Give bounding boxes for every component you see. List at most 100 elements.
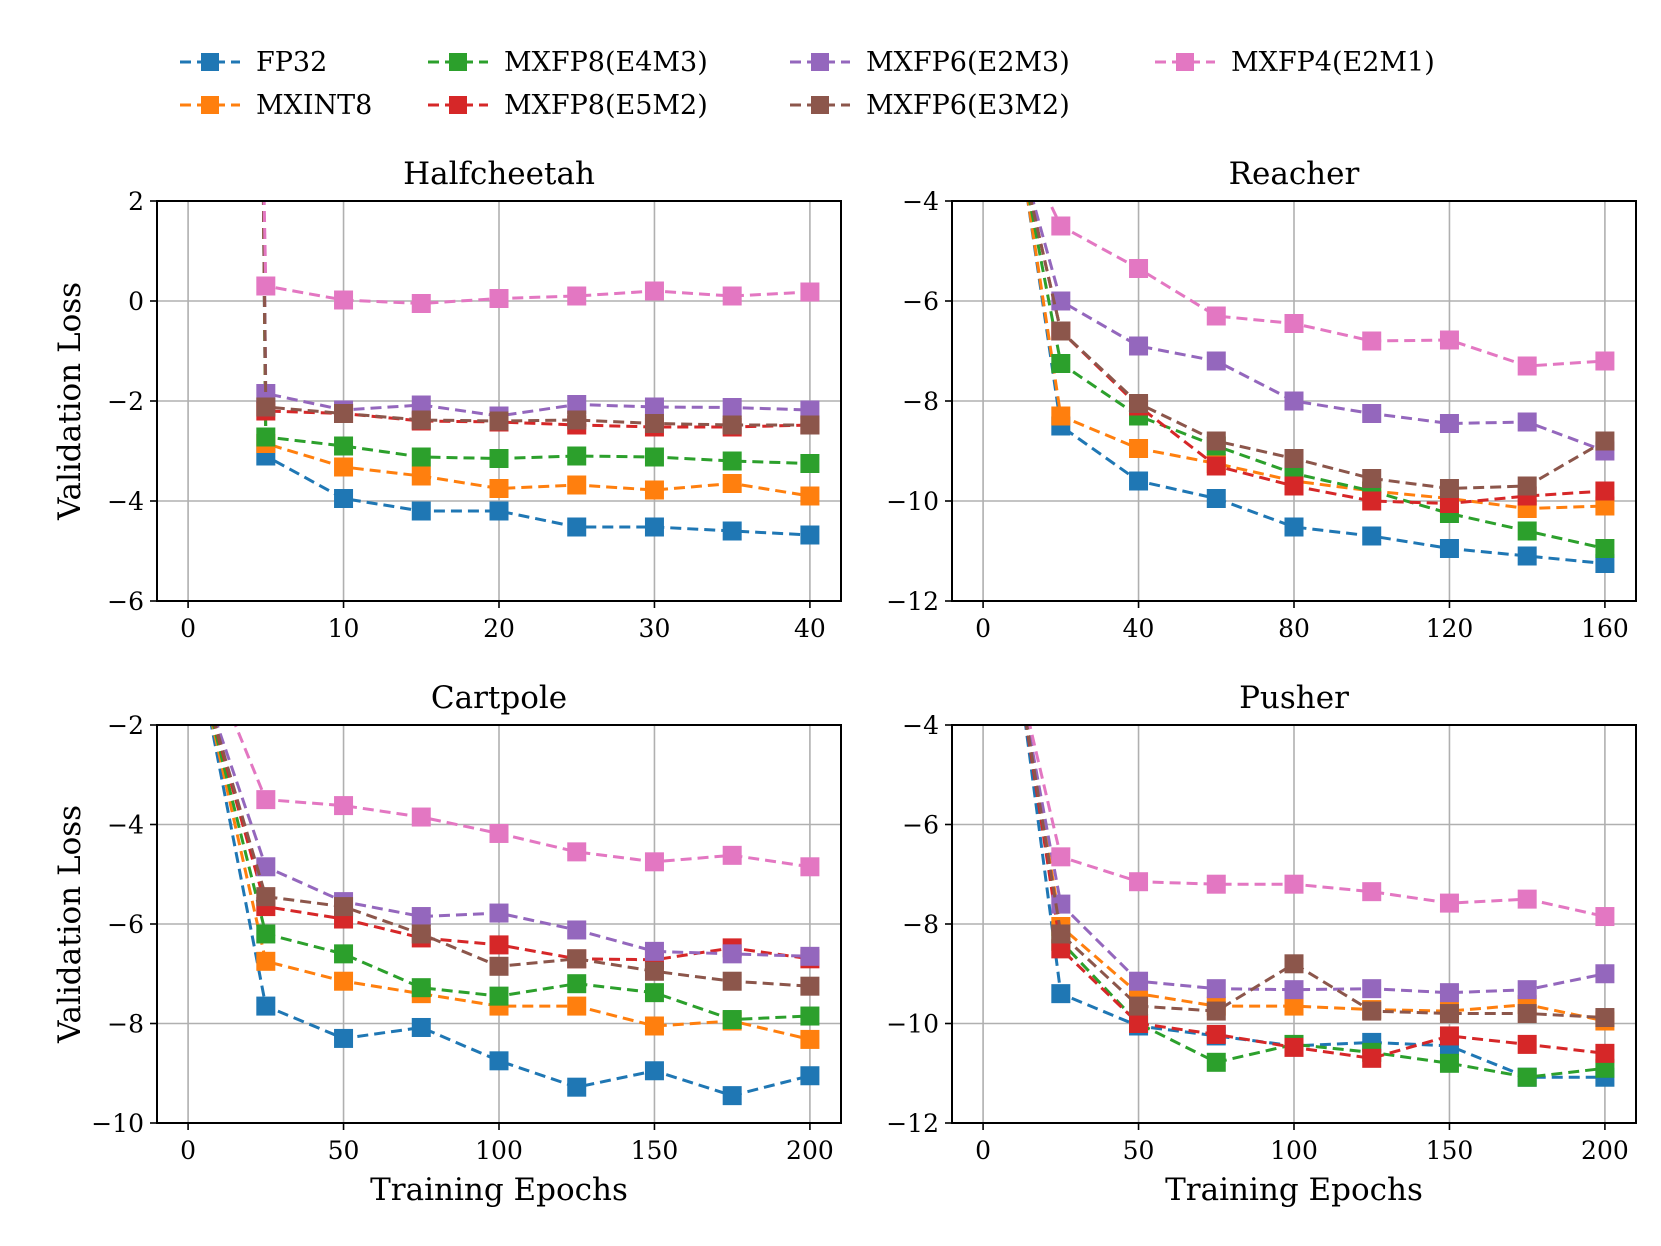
data-point-mxfp4 bbox=[1206, 306, 1226, 326]
data-point-e3m2 bbox=[644, 961, 664, 981]
data-point-mxfp4 bbox=[567, 842, 587, 862]
data-point-e3m2 bbox=[411, 410, 431, 430]
data-point-e2m3 bbox=[722, 944, 742, 964]
data-point-e2m3 bbox=[1439, 414, 1459, 433]
data-point-fp32 bbox=[1439, 539, 1459, 558]
data-point-e3m2 bbox=[644, 414, 664, 433]
data-point-e2m3 bbox=[411, 395, 431, 415]
data-point-e3m2 bbox=[256, 887, 276, 907]
data-point-e2m3 bbox=[1439, 983, 1459, 1003]
data-point-e3m2 bbox=[1284, 954, 1304, 974]
data-point-e3m2 bbox=[1439, 479, 1459, 498]
data-point-e2m3 bbox=[800, 946, 820, 966]
series-line-fp32 bbox=[261, 201, 810, 537]
data-point-e3m2 bbox=[1129, 394, 1149, 413]
data-point-e3m2 bbox=[1517, 476, 1537, 496]
data-point-fp32 bbox=[800, 525, 820, 545]
data-point-mxint8 bbox=[1129, 439, 1149, 458]
x-axis-label: Training Epochs bbox=[1165, 1172, 1423, 1208]
data-point-e2m3 bbox=[1206, 979, 1226, 999]
data-point-e4m3 bbox=[1595, 1058, 1615, 1078]
y-tick-label: −12 bbox=[886, 587, 939, 616]
data-point-e4m3 bbox=[489, 986, 509, 1006]
chart-title: Pusher bbox=[1239, 680, 1349, 716]
legend-marker bbox=[201, 96, 219, 114]
legend-label: MXFP6(E2M3) bbox=[866, 47, 1070, 78]
x-tick-label: 0 bbox=[975, 614, 991, 643]
data-point-mxfp4 bbox=[1517, 889, 1537, 909]
y-tick-label: 0 bbox=[128, 287, 144, 316]
data-point-mxfp4 bbox=[1284, 314, 1304, 333]
legend-item-e5m2: MXFP8(E5M2) bbox=[428, 90, 708, 121]
series-line-e3m2 bbox=[1029, 201, 1606, 491]
data-point-fp32 bbox=[489, 501, 509, 521]
data-point-e3m2 bbox=[1051, 321, 1071, 341]
data-point-fp32 bbox=[1517, 546, 1537, 566]
y-tick-label: −10 bbox=[886, 1010, 939, 1039]
data-point-e2m3 bbox=[644, 397, 664, 417]
data-point-e3m2 bbox=[489, 956, 509, 976]
data-point-e3m2 bbox=[1517, 1004, 1537, 1024]
x-tick-label: 50 bbox=[1123, 1136, 1155, 1165]
data-point-fp32 bbox=[800, 1066, 820, 1086]
legend-marker bbox=[201, 53, 219, 71]
legend-marker bbox=[449, 96, 467, 114]
data-point-mxint8 bbox=[256, 951, 276, 971]
y-tick-label: −10 bbox=[91, 1109, 144, 1138]
x-tick-label: 200 bbox=[786, 1136, 834, 1165]
data-point-e5m2 bbox=[1206, 1024, 1226, 1044]
data-point-e4m3 bbox=[722, 1010, 742, 1030]
data-point-mxfp4 bbox=[1129, 872, 1149, 892]
data-point-e2m3 bbox=[644, 941, 664, 961]
data-point-e2m3 bbox=[1595, 964, 1615, 984]
data-point-mxint8 bbox=[1051, 406, 1071, 426]
data-point-e4m3 bbox=[800, 1006, 820, 1026]
x-tick-label: 40 bbox=[1123, 614, 1155, 643]
x-tick-label: 30 bbox=[639, 614, 671, 643]
data-point-mxint8 bbox=[334, 971, 354, 991]
data-point-e4m3 bbox=[1439, 1053, 1459, 1073]
data-point-mxfp4 bbox=[800, 857, 820, 877]
data-point-e4m3 bbox=[1517, 1067, 1537, 1087]
data-point-mxfp4 bbox=[1439, 330, 1459, 350]
series-line-fp32 bbox=[1024, 725, 1605, 1079]
data-point-e3m2 bbox=[334, 897, 354, 917]
chart-title: Reacher bbox=[1229, 156, 1360, 192]
data-point-mxint8 bbox=[1595, 496, 1615, 516]
data-point-e5m2 bbox=[1206, 456, 1226, 476]
legend-label: MXINT8 bbox=[256, 90, 372, 121]
chart-panels: 0 10 20 30 40 −6 −4 −2 0 2 Halfcheetah Validation L… bbox=[52, 156, 1637, 1208]
data-point-mxint8 bbox=[800, 486, 820, 506]
data-point-e4m3 bbox=[800, 454, 820, 473]
chart-panel-halfcheetah: 0 10 20 30 40 −6 −4 −2 0 2 Halfcheetah Validation L… bbox=[52, 156, 842, 643]
series-line-fp32 bbox=[209, 725, 811, 1098]
data-point-mxfp4 bbox=[644, 852, 664, 872]
series-line-e2m3 bbox=[1031, 201, 1606, 453]
data-point-fp32 bbox=[334, 1028, 354, 1048]
data-point-e3m2 bbox=[489, 411, 509, 431]
data-point-e3m2 bbox=[334, 404, 354, 423]
data-point-e3m2 bbox=[722, 971, 742, 991]
legend-marker bbox=[449, 53, 467, 71]
x-tick-label: 120 bbox=[1426, 614, 1474, 643]
data-point-mxfp4 bbox=[256, 790, 276, 810]
data-point-e4m3 bbox=[334, 436, 354, 456]
series-line-mxint8 bbox=[211, 725, 811, 1041]
data-point-mxint8 bbox=[644, 480, 664, 500]
chart-title: Halfcheetah bbox=[403, 156, 595, 192]
data-point-mxfp4 bbox=[567, 286, 587, 306]
data-point-e5m2 bbox=[1595, 481, 1615, 501]
data-point-e2m3 bbox=[567, 920, 587, 940]
data-point-e3m2 bbox=[1051, 924, 1071, 944]
data-point-e5m2 bbox=[1129, 1014, 1149, 1033]
data-point-e2m3 bbox=[1051, 291, 1071, 311]
y-tick-label: 2 bbox=[128, 187, 144, 216]
data-point-e4m3 bbox=[256, 924, 276, 944]
data-point-fp32 bbox=[1206, 489, 1226, 508]
legend: FP32 MXINT8 MXFP8(E4M3) MXFP8(E5M2) MXFP6(E2… bbox=[180, 47, 1435, 121]
series-line-mxint8 bbox=[1026, 201, 1605, 511]
series-line-mxfp4 bbox=[262, 201, 810, 306]
data-point-e4m3 bbox=[334, 944, 354, 964]
data-point-mxfp4 bbox=[1129, 259, 1149, 278]
data-point-e2m3 bbox=[1362, 404, 1382, 423]
